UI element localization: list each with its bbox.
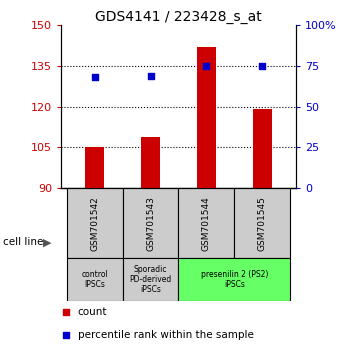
Text: Sporadic
PD-derived
iPSCs: Sporadic PD-derived iPSCs — [130, 265, 172, 295]
Text: GSM701543: GSM701543 — [146, 196, 155, 251]
Text: GSM701545: GSM701545 — [258, 196, 267, 251]
Text: percentile rank within the sample: percentile rank within the sample — [78, 330, 254, 341]
Text: count: count — [78, 307, 107, 318]
Text: ▶: ▶ — [42, 238, 51, 247]
Title: GDS4141 / 223428_s_at: GDS4141 / 223428_s_at — [95, 10, 262, 24]
Bar — [178, 188, 234, 258]
Bar — [85, 148, 104, 188]
Bar — [178, 258, 290, 301]
Text: GSM701542: GSM701542 — [90, 196, 99, 251]
Point — [148, 73, 153, 78]
Text: control
IPSCs: control IPSCs — [81, 270, 108, 289]
Bar — [253, 109, 272, 188]
Bar — [123, 258, 178, 301]
Text: cell line: cell line — [3, 238, 44, 247]
Point — [92, 74, 98, 80]
Point — [63, 333, 69, 338]
Bar — [141, 137, 160, 188]
Text: GSM701544: GSM701544 — [202, 196, 211, 251]
Bar — [197, 47, 216, 188]
Bar — [234, 188, 290, 258]
Text: presenilin 2 (PS2)
iPSCs: presenilin 2 (PS2) iPSCs — [201, 270, 268, 289]
Point — [63, 309, 69, 315]
Point — [204, 63, 209, 69]
Bar — [123, 188, 178, 258]
Bar — [67, 258, 123, 301]
Point — [259, 63, 265, 69]
Bar — [67, 188, 123, 258]
